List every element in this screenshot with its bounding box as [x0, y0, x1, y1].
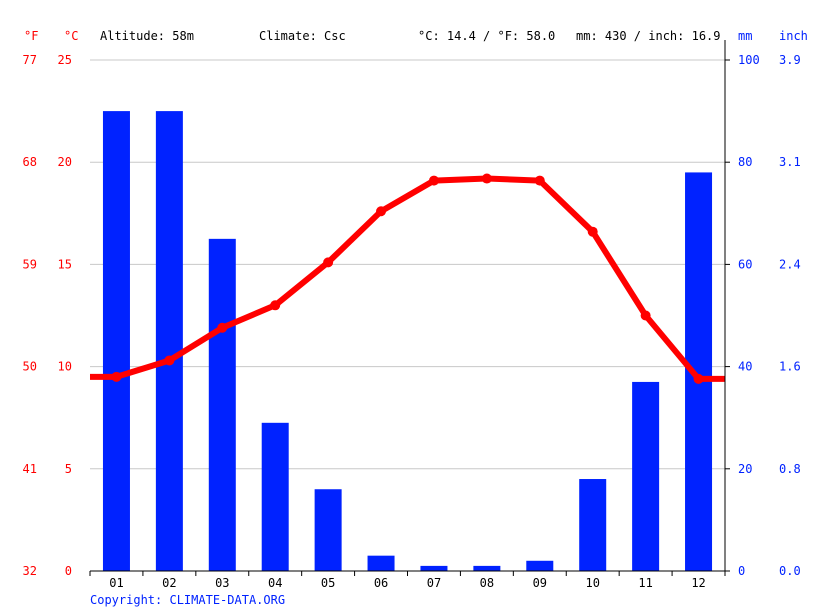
temperature-point — [164, 355, 175, 366]
temperature-point — [640, 310, 651, 321]
precip-bar — [420, 565, 448, 571]
month-label: 11 — [638, 576, 652, 590]
precip-bar — [367, 555, 395, 571]
tick-label-inch: 0.0 — [779, 564, 801, 578]
tick-label-c: 10 — [58, 360, 72, 374]
precip-bar — [102, 111, 130, 571]
tick-label-mm: 40 — [738, 360, 752, 374]
precip-bar — [155, 111, 183, 571]
temperature-point — [111, 371, 122, 382]
copyright-link[interactable]: Copyright: CLIMATE-DATA.ORG — [90, 593, 285, 607]
tick-label-c: 5 — [65, 462, 72, 476]
tick-label-f: 50 — [23, 360, 37, 374]
tick-label-c: 15 — [58, 257, 72, 271]
precip-bar — [473, 565, 501, 571]
unit-f-label: °F — [24, 29, 38, 43]
altitude-label: Altitude: 58m — [100, 29, 194, 43]
tick-label-inch: 2.4 — [779, 257, 801, 271]
tick-label-mm: 20 — [738, 462, 752, 476]
tick-label-f: 59 — [23, 257, 37, 271]
month-label: 04 — [268, 576, 282, 590]
month-label: 10 — [585, 576, 599, 590]
tick-label-c: 25 — [58, 53, 72, 67]
precip-summary: mm: 430 / inch: 16.9 — [576, 29, 721, 43]
precip-bar — [526, 560, 554, 571]
temperature-point — [376, 206, 387, 217]
tick-label-mm: 0 — [738, 564, 745, 578]
tick-label-inch: 0.8 — [779, 462, 801, 476]
precip-bar — [314, 489, 342, 571]
precip-bar — [208, 238, 236, 571]
month-label: 08 — [480, 576, 494, 590]
temperature-point — [217, 322, 228, 333]
precip-bar — [261, 422, 289, 571]
temperature-point — [693, 373, 704, 384]
temperature-point — [587, 226, 598, 237]
unit-mm-label: mm — [738, 29, 752, 43]
tick-label-mm: 60 — [738, 257, 752, 271]
tick-label-f: 68 — [23, 155, 37, 169]
temperature-point — [481, 173, 492, 184]
temperature-point — [323, 257, 334, 268]
temperature-point — [428, 175, 439, 186]
precip-bar — [632, 381, 660, 571]
month-label: 05 — [321, 576, 335, 590]
temperature-line — [90, 175, 725, 382]
month-label: 02 — [162, 576, 176, 590]
tick-label-inch: 1.6 — [779, 360, 801, 374]
tick-label-inch: 3.1 — [779, 155, 801, 169]
tick-label-c: 0 — [65, 564, 72, 578]
tick-label-mm: 100 — [738, 53, 760, 67]
tick-label-f: 32 — [23, 564, 37, 578]
month-label: 03 — [215, 576, 229, 590]
month-label: 06 — [374, 576, 388, 590]
temperature-point — [534, 175, 545, 186]
temperature-point — [270, 300, 281, 311]
month-label: 09 — [533, 576, 547, 590]
tick-label-mm: 80 — [738, 155, 752, 169]
tick-label-c: 20 — [58, 155, 72, 169]
tick-label-inch: 3.9 — [779, 53, 801, 67]
precip-bar — [579, 479, 607, 571]
month-label: 07 — [427, 576, 441, 590]
unit-inch-label: inch — [779, 29, 808, 43]
tick-label-f: 77 — [23, 53, 37, 67]
month-label: 01 — [109, 576, 123, 590]
unit-c-label: °C — [64, 29, 78, 43]
temp-summary: °C: 14.4 / °F: 58.0 — [418, 29, 555, 43]
tick-label-f: 41 — [23, 462, 37, 476]
month-label: 12 — [691, 576, 705, 590]
climate-label: Climate: Csc — [259, 29, 346, 43]
